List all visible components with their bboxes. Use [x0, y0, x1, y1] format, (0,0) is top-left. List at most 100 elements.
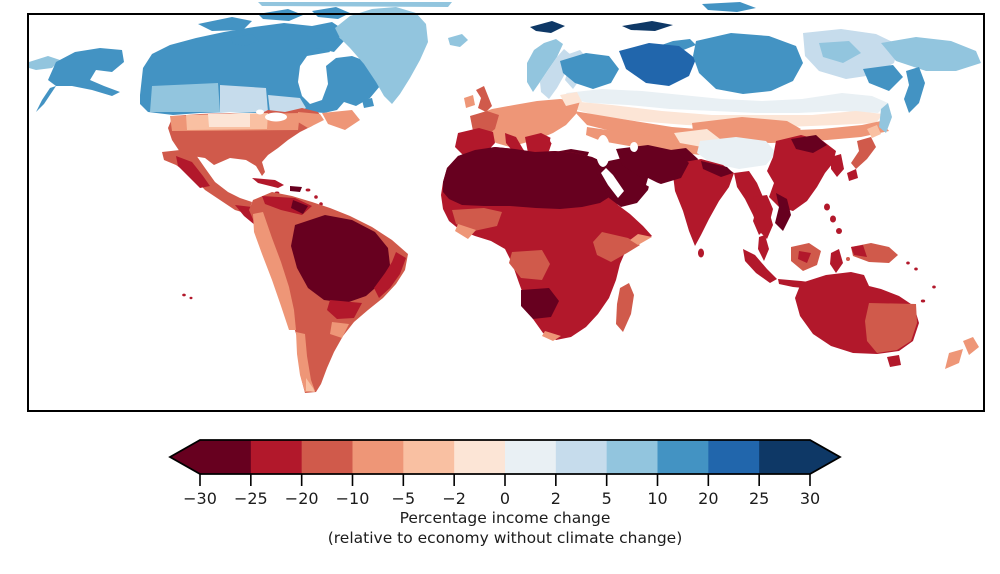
korea — [831, 154, 844, 177]
world-choropleth-map — [27, 2, 985, 412]
colorbar-caption: Percentage income change (relative to ec… — [5, 508, 1000, 548]
colorbar: −30 −25 −20 −10 −5 −2 0 2 5 10 20 25 30 — [168, 439, 842, 508]
alaska-tail — [36, 86, 56, 112]
philippine-island — [824, 203, 830, 211]
aral-sea-water — [630, 142, 638, 152]
colorbar-segment — [759, 440, 811, 474]
manchuria — [791, 135, 827, 153]
arctic-island-top-right — [702, 2, 756, 12]
west-africa — [452, 208, 502, 231]
borneo-interior — [798, 251, 811, 263]
colorbar-segment — [403, 440, 455, 474]
russia-transition-band — [570, 101, 883, 127]
honshu — [851, 137, 876, 169]
new-zealand-north — [963, 337, 979, 355]
sulawesi — [830, 249, 843, 273]
fiji — [932, 285, 936, 289]
persian-gulf-water — [646, 178, 660, 190]
namibia-botswana — [521, 288, 559, 319]
colorbar-right-arrow — [810, 440, 840, 474]
new-zealand-south — [945, 349, 963, 369]
colorbar-tick-label: −25 — [234, 489, 268, 508]
colorbar-left-arrow — [170, 440, 200, 474]
moluccas-island — [846, 257, 850, 261]
andes-coast — [253, 212, 296, 330]
great-britain — [476, 86, 492, 112]
greenland — [335, 7, 428, 104]
colorbar-tick-label: 25 — [749, 489, 769, 508]
colorbar-segment — [250, 440, 303, 474]
us-northeast — [298, 112, 324, 128]
philippine-island — [836, 228, 842, 234]
sumatra — [743, 249, 777, 283]
baffin-island — [305, 31, 344, 52]
central-siberia — [693, 33, 803, 94]
venezuela-dark — [291, 200, 308, 214]
colorbar-tick-label: −20 — [285, 489, 319, 508]
chukotka — [881, 37, 981, 71]
australia-southeast — [865, 303, 917, 353]
mexico-west — [176, 156, 210, 188]
russia-south-band — [574, 111, 889, 143]
map-frame-border — [27, 13, 985, 412]
colorbar-tick-label: −5 — [392, 489, 416, 508]
hawaii-island — [182, 293, 186, 297]
magadan — [863, 65, 903, 91]
franz-josef-land — [622, 21, 673, 31]
siberia-pale-band — [566, 89, 888, 113]
kyushu — [847, 169, 858, 181]
east-africa — [593, 232, 640, 262]
great-lakes-water — [265, 112, 287, 122]
kamchatka — [904, 67, 925, 113]
thailand — [753, 195, 773, 235]
sri-lanka — [698, 248, 704, 258]
colorbar-tick-label: 20 — [698, 489, 718, 508]
colorbar-tick-label: 5 — [602, 489, 612, 508]
canada-prairies-pale — [220, 85, 268, 112]
colorbar-segment — [606, 440, 658, 474]
iran-plateau — [616, 145, 689, 184]
arctic-island — [231, 34, 259, 46]
hokkaido — [867, 125, 881, 138]
alaska — [48, 48, 124, 96]
congo-basin — [509, 250, 550, 280]
caption-line-1: Percentage income change — [399, 509, 611, 527]
colorbar-tick-label: 10 — [647, 489, 667, 508]
west-africa-coast — [455, 224, 476, 239]
baltic-states — [560, 92, 582, 106]
solomon-island — [914, 267, 918, 271]
colorbar-tick-label: 30 — [800, 489, 820, 508]
europe-mainland — [472, 99, 580, 147]
yakutia — [819, 41, 861, 63]
norway — [527, 39, 563, 92]
west-siberia — [619, 43, 696, 86]
malay-peninsula — [758, 235, 769, 261]
india — [673, 159, 734, 246]
south-africa-coast — [542, 331, 561, 341]
colorbar-tick-label: −30 — [183, 489, 217, 508]
chile-patagonia — [296, 332, 315, 392]
great-lakes-water — [256, 109, 264, 115]
new-caledonia — [920, 299, 926, 303]
india-north-dark — [701, 161, 733, 177]
hawaii-island — [189, 296, 193, 300]
chukotka-west-fragment — [29, 56, 60, 70]
patagonia-tip — [306, 378, 315, 392]
tibet-plateau — [697, 137, 776, 169]
caption-line-2: (relative to economy without climate cha… — [327, 529, 683, 547]
newfoundland — [362, 98, 374, 108]
colorbar-segment — [200, 440, 252, 474]
maritimes — [322, 110, 360, 130]
colorbar-segment — [555, 440, 608, 474]
puerto-rico — [305, 188, 311, 192]
philippine-island — [830, 215, 836, 223]
colorbar-tick-label: 0 — [500, 489, 510, 508]
arctic-coast-land — [258, 2, 452, 7]
china — [767, 135, 836, 211]
paraguay — [330, 322, 349, 338]
antilles-island — [314, 195, 318, 199]
sahara-north-africa — [443, 147, 618, 209]
colorbar-segment — [708, 440, 760, 474]
vietnam — [775, 193, 791, 231]
arctic-island — [198, 17, 252, 31]
